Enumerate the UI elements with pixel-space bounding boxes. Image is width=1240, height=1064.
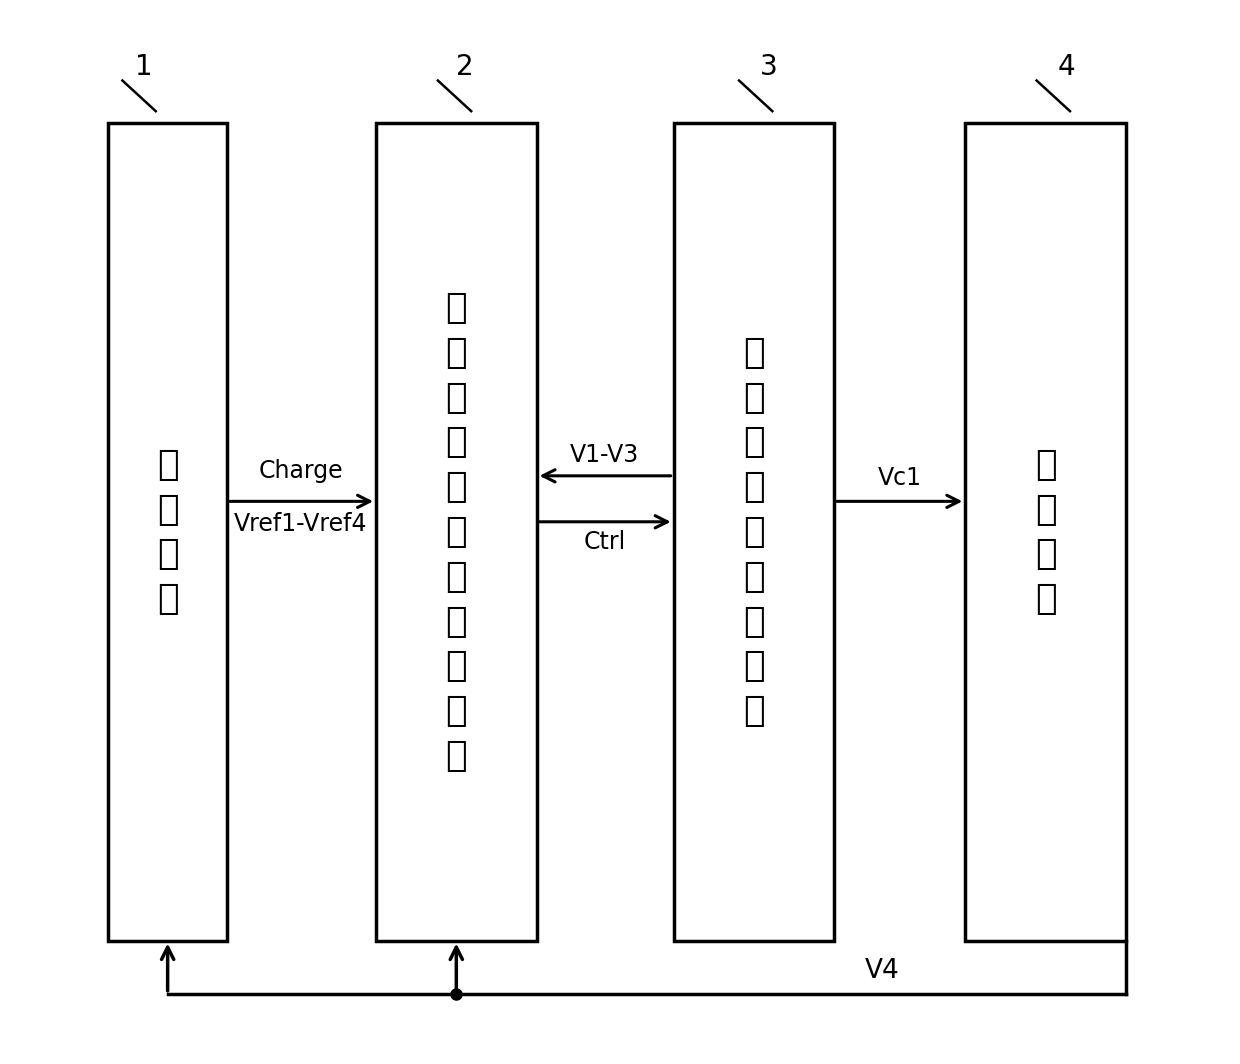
Text: 反
激
式
高
压
充
电
电
路: 反 激 式 高 压 充 电 电 路 bbox=[743, 336, 765, 728]
Text: 2: 2 bbox=[456, 53, 474, 81]
Text: 3: 3 bbox=[760, 53, 777, 81]
Text: Vref1-Vref4: Vref1-Vref4 bbox=[234, 512, 368, 536]
Text: Vc1: Vc1 bbox=[878, 466, 921, 489]
Text: 4: 4 bbox=[1058, 53, 1075, 81]
Text: 储
能
电
容: 储 能 电 容 bbox=[1034, 448, 1056, 616]
Bar bbox=[108, 123, 227, 941]
Bar bbox=[965, 123, 1126, 941]
Text: V4: V4 bbox=[864, 959, 899, 984]
Text: V1-V3: V1-V3 bbox=[570, 444, 639, 467]
Text: 微
控
制
器: 微 控 制 器 bbox=[156, 448, 179, 616]
Bar bbox=[376, 123, 537, 941]
Text: Ctrl: Ctrl bbox=[583, 530, 626, 554]
Text: 控
制
脉
冲
自
适
应
调
节
电
路: 控 制 脉 冲 自 适 应 调 节 电 路 bbox=[445, 290, 467, 774]
Text: 1: 1 bbox=[135, 53, 153, 81]
Bar bbox=[673, 123, 835, 941]
Text: Charge: Charge bbox=[259, 459, 343, 483]
